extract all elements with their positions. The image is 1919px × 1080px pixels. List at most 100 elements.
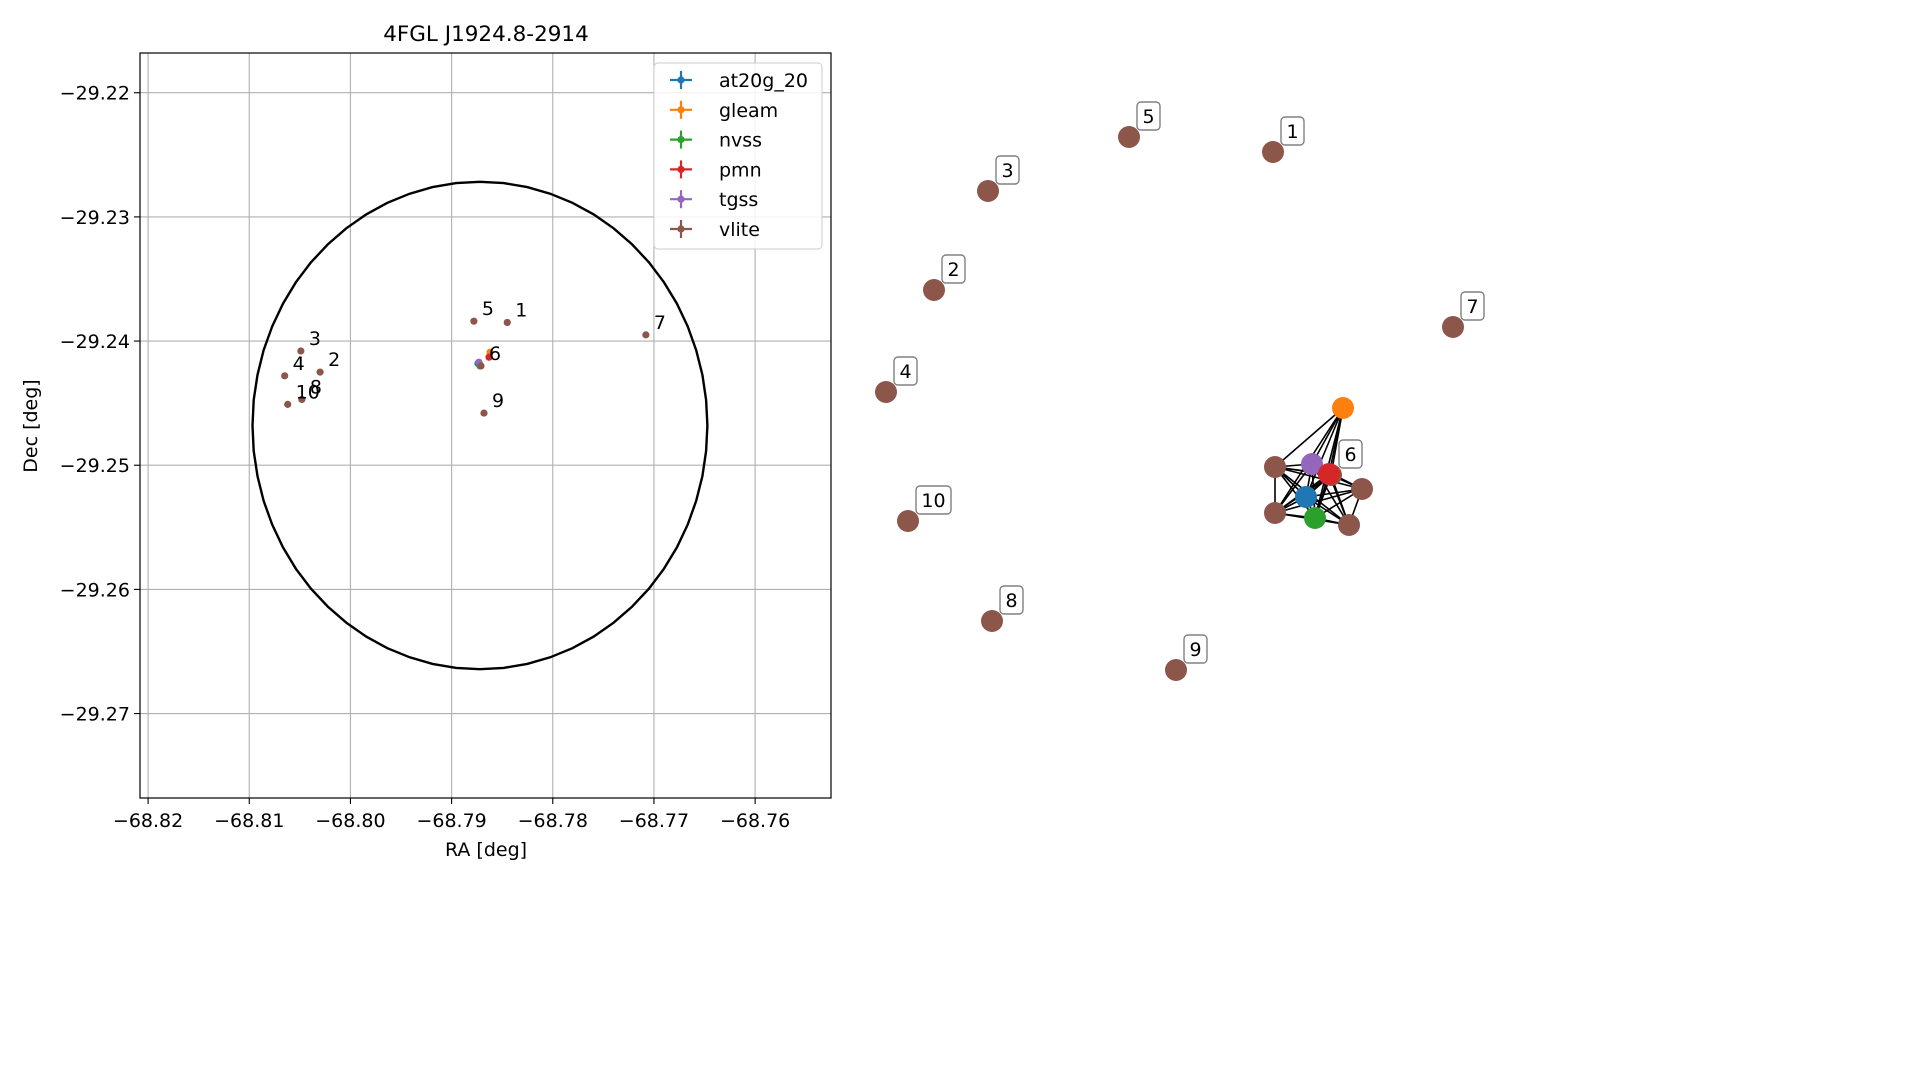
y-tick-label: −29.24	[60, 331, 130, 353]
node-label: 9	[1189, 639, 1201, 661]
point-label: 2	[328, 349, 340, 371]
graph-node	[1332, 397, 1354, 419]
point-label: 4	[293, 353, 305, 375]
point-label: 7	[654, 312, 666, 334]
legend-label: pmn	[719, 159, 762, 181]
node-label-box	[1136, 101, 1161, 131]
legend-marker-dot	[677, 195, 685, 203]
graph-node	[1301, 453, 1323, 475]
x-tick-label: −68.76	[720, 810, 790, 832]
node-label-box	[1280, 116, 1305, 146]
node-label: 1	[1286, 121, 1298, 143]
graph-node	[981, 610, 1003, 632]
graph-node	[1264, 456, 1286, 478]
graph-node	[1351, 478, 1373, 500]
vlite-point	[316, 368, 324, 376]
localization-ellipse	[251, 180, 709, 671]
point-label: 9	[492, 390, 504, 412]
graph-node	[1264, 502, 1286, 524]
network-graph: 1 2 3 4 5 6 7 8 9 10	[875, 101, 1485, 681]
vlite-point	[297, 347, 305, 355]
x-tick-label: −68.82	[113, 810, 183, 832]
legend-box	[653, 62, 823, 250]
node-label: 3	[1001, 160, 1013, 182]
node-label: 7	[1466, 296, 1478, 318]
graph-node	[875, 381, 897, 403]
x-tick-label: −68.79	[416, 810, 486, 832]
graph-edge	[1274, 466, 1363, 490]
graph-node	[923, 279, 945, 301]
vlite-point	[642, 331, 650, 339]
legend-marker-dot	[677, 225, 685, 233]
node-label: 4	[899, 361, 911, 383]
x-axis-label: RA [deg]	[445, 839, 527, 861]
graph-node	[1262, 141, 1284, 163]
y-tick-label: −29.23	[60, 207, 130, 229]
graph-node	[1318, 463, 1340, 485]
y-tick-label: −29.22	[60, 83, 130, 105]
point-label: 10	[296, 381, 320, 403]
y-tick-label: −29.25	[60, 455, 130, 477]
point-label: 5	[482, 298, 494, 320]
vlite-point	[477, 362, 485, 370]
graph-edge	[1274, 488, 1363, 514]
point-label: 1	[515, 299, 527, 321]
graph-edge	[1305, 407, 1344, 498]
node-label: 10	[921, 490, 945, 512]
node-label-box	[915, 485, 952, 515]
legend-marker-dot	[677, 136, 685, 144]
vlite-point	[281, 372, 289, 380]
graph-node	[1165, 659, 1187, 681]
legend-marker-dot	[677, 106, 685, 114]
axis-ticks: −68.82 −68.81 −68.80 −68.79 −68.78 −68.77 −68.…	[60, 83, 791, 832]
data-points: 1 234 5 6 7 8 9 10	[281, 298, 666, 417]
graph-node	[1118, 126, 1140, 148]
legend-label: gleam	[719, 100, 778, 122]
graph-edge	[1274, 407, 1344, 468]
pmn-point	[485, 353, 493, 361]
x-tick-label: −68.81	[214, 810, 284, 832]
graph-node	[1304, 507, 1326, 529]
node-label-box	[1460, 291, 1485, 321]
graph-node	[977, 180, 999, 202]
legend-label: vlite	[719, 219, 760, 241]
node-label: 8	[1005, 590, 1017, 612]
node-label-box	[893, 356, 918, 386]
vlite-point	[284, 400, 292, 408]
node-label-box	[1183, 634, 1208, 664]
graph-node	[1442, 316, 1464, 338]
node-label-box	[999, 585, 1024, 615]
point-label: 3	[309, 328, 321, 350]
x-tick-label: −68.80	[315, 810, 385, 832]
point-label: 6	[489, 343, 501, 365]
graph-node	[897, 510, 919, 532]
y-axis-label: Dec [deg]	[20, 379, 42, 472]
legend-label: tgss	[719, 189, 758, 211]
legend-marker-dot	[677, 76, 685, 84]
legend-marker-dot	[677, 165, 685, 173]
vlite-point	[470, 317, 478, 325]
point-label: 8	[310, 376, 322, 398]
legend-label: at20g_20	[719, 70, 808, 92]
legend-label: nvss	[719, 130, 762, 152]
vlite-point	[298, 395, 306, 404]
x-tick-label: −68.78	[518, 810, 588, 832]
node-label-box	[1338, 439, 1363, 469]
vlite-point	[503, 318, 511, 327]
chart-title: 4FGL J1924.8-2914	[383, 22, 589, 47]
graph-node	[1295, 486, 1317, 508]
graph-node	[1338, 514, 1360, 536]
x-tick-label: −68.77	[619, 810, 689, 832]
error-ellipse	[251, 180, 709, 671]
y-tick-label: −29.26	[60, 579, 130, 601]
node-label: 6	[1344, 444, 1356, 466]
node-label-box	[941, 254, 966, 284]
vlite-point	[480, 409, 488, 417]
node-label: 5	[1142, 106, 1154, 128]
node-label-box	[995, 155, 1020, 185]
node-label: 2	[947, 259, 959, 281]
y-tick-label: −29.27	[60, 704, 130, 726]
plot-frame	[139, 52, 832, 799]
